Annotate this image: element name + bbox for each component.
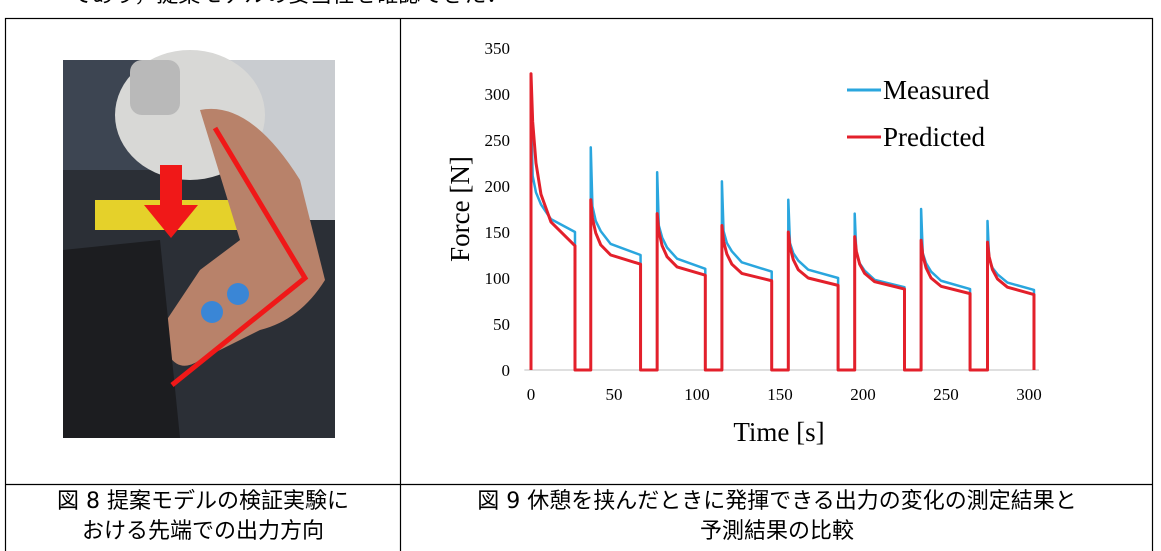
y-tick-label: 100 [485, 269, 511, 288]
caption: 図 8 提案モデルの検証実験に [57, 489, 349, 514]
y-tick-label: 0 [502, 361, 511, 380]
x-tick-label: 0 [527, 385, 536, 404]
page: {"text_above": "であり，提案モデルの妥当性を確認できた．", "… [0, 0, 1161, 551]
data-line [531, 74, 1034, 370]
y-tick-label: 50 [493, 315, 510, 334]
x-tick-label: 100 [684, 385, 710, 404]
legend-label: Measured [883, 75, 990, 105]
y-tick-label: 150 [485, 223, 511, 242]
caption: 予測結果の比較 [700, 519, 854, 544]
photo-electrode [227, 283, 249, 305]
x-axis-label: Time [s] [733, 417, 824, 447]
legend-label: Predicted [883, 122, 985, 152]
x-tick-label: 200 [850, 385, 876, 404]
y-axis-label: Force [N] [445, 156, 475, 262]
y-tick-label: 350 [485, 39, 511, 58]
x-tick-label: 300 [1016, 385, 1042, 404]
y-tick-label: 250 [485, 131, 511, 150]
photo-body [63, 240, 180, 438]
photo-electrode [201, 301, 223, 323]
caption: 図 9 休憩を挟んだときに発揮できる出力の変化の測定結果と [477, 489, 1077, 514]
y-tick-label: 200 [485, 177, 511, 196]
body-text: であり，提案モデルの妥当性を確認できた． [70, 0, 508, 8]
document: であり，提案モデルの妥当性を確認できた． 0 50 100 150 200 250 300 3… [0, 0, 1161, 551]
y-tick-label: 300 [485, 85, 511, 104]
x-tick-label: 150 [767, 385, 793, 404]
x-tick-label: 50 [606, 385, 623, 404]
chart: 0 50 100 150 200 250 300 350 0 50 100 150 200 250 300 T… [445, 39, 1042, 447]
x-tick-label: 250 [933, 385, 959, 404]
caption: おける先端での出力方向 [82, 519, 324, 544]
photo [63, 50, 335, 438]
photo-handle [130, 60, 180, 115]
